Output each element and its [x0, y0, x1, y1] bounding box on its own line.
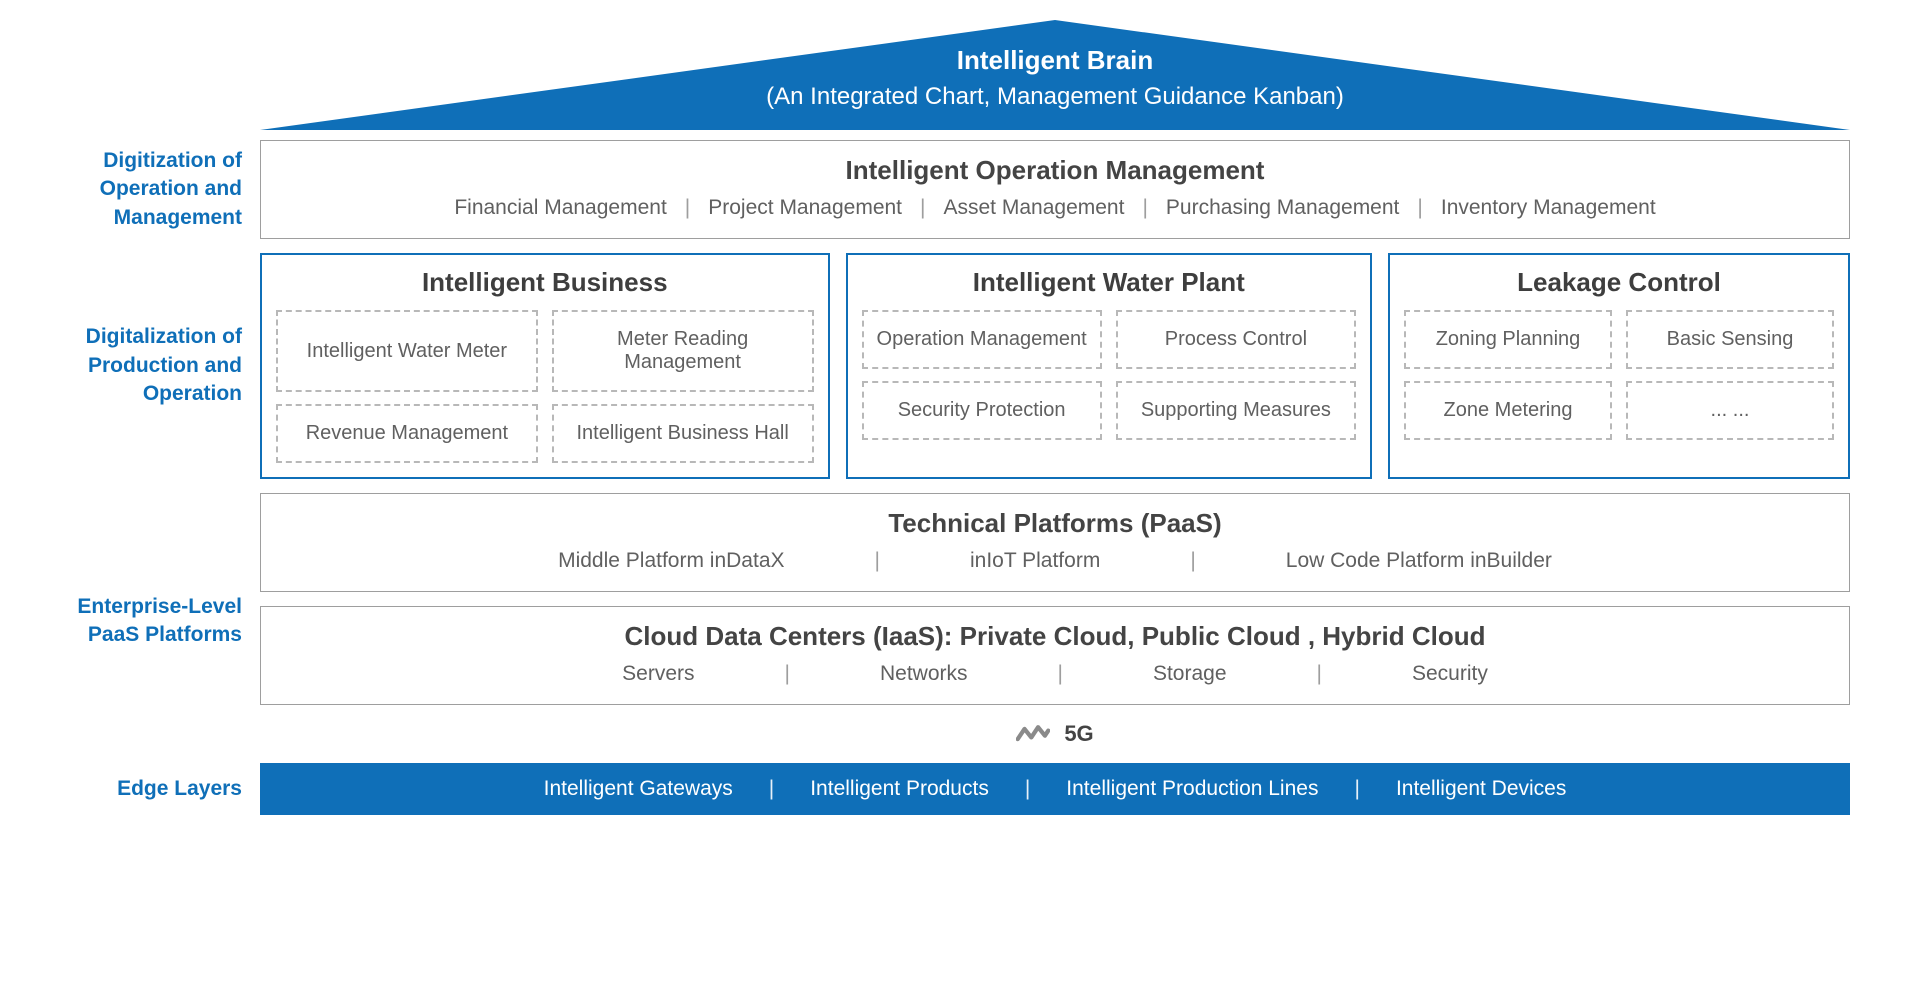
dashed-cell: Meter Reading Management: [552, 310, 814, 392]
dashed-cell: Zoning Planning: [1404, 310, 1612, 369]
separator: |: [695, 662, 880, 686]
separator: |: [968, 662, 1153, 686]
layer-0-content: Intelligent Operation Management Financi…: [260, 140, 1850, 239]
roof-triangle: Intelligent Brain (An Integrated Chart, …: [260, 20, 1850, 130]
dashed-cell: Zone Metering: [1404, 381, 1612, 440]
separator: |: [667, 196, 708, 220]
roof-subtitle: (An Integrated Chart, Management Guidanc…: [260, 80, 1850, 115]
layer-1-label: Digitalization of Production and Operati…: [50, 253, 260, 479]
edge-item: Intelligent Production Lines: [1066, 777, 1318, 801]
diagram-container: Intelligent Brain (An Integrated Chart, …: [50, 20, 1850, 815]
panel-paas: Technical Platforms (PaaS) Middle Platfo…: [260, 493, 1850, 592]
panel-item: Inventory Management: [1441, 196, 1656, 220]
edge-bar: Intelligent Gateways|Intelligent Product…: [260, 763, 1850, 815]
panel-item: inIoT Platform: [970, 549, 1100, 573]
panel-leakage-control: Leakage Control Zoning PlanningBasic Sen…: [1388, 253, 1850, 479]
dashed-cell: Intelligent Water Meter: [276, 310, 538, 392]
panel-intelligent-business: Intelligent Business Intelligent Water M…: [260, 253, 830, 479]
dashed-cell: Revenue Management: [276, 404, 538, 463]
layer-3-row: Edge Layers Intelligent Gateways|Intelli…: [50, 763, 1850, 815]
separator: |: [733, 777, 810, 801]
cell-grid: Operation ManagementProcess ControlSecur…: [862, 310, 1357, 440]
panel-operation-management: Intelligent Operation Management Financi…: [260, 140, 1850, 239]
separator: |: [1318, 777, 1395, 801]
dashed-cell: Supporting Measures: [1116, 381, 1356, 440]
layer-0-label: Digitization of Operation and Management: [50, 140, 260, 239]
separator: |: [902, 196, 943, 220]
edge-item: Intelligent Products: [810, 777, 989, 801]
layer-1-row: Digitalization of Production and Operati…: [50, 253, 1850, 479]
separator: |: [1100, 549, 1285, 573]
dashed-cell: Security Protection: [862, 381, 1102, 440]
dashed-cell: Intelligent Business Hall: [552, 404, 814, 463]
roof-text-block: Intelligent Brain (An Integrated Chart, …: [260, 42, 1850, 114]
panel-item: Purchasing Management: [1166, 196, 1399, 220]
panel-item: Servers: [622, 662, 694, 686]
layer-3-content: Intelligent Gateways|Intelligent Product…: [260, 763, 1850, 815]
panel-intelligent-water-plant: Intelligent Water Plant Operation Manage…: [846, 253, 1373, 479]
separator: |: [989, 777, 1066, 801]
separator: |: [1227, 662, 1412, 686]
panel-items: Servers|Networks|Storage|Security: [281, 662, 1829, 686]
separator: |: [785, 549, 970, 573]
separator: |: [1124, 196, 1165, 220]
cell-grid: Zoning PlanningBasic SensingZone Meterin…: [1404, 310, 1834, 440]
roof-row: Intelligent Brain (An Integrated Chart, …: [50, 20, 1850, 130]
layer-0-row: Digitization of Operation and Management…: [50, 140, 1850, 239]
panel-title: Intelligent Business: [276, 267, 814, 298]
panel-item: Security: [1412, 662, 1488, 686]
panel-title: Intelligent Operation Management: [281, 155, 1829, 186]
dashed-cell: ... ...: [1626, 381, 1834, 440]
separator: |: [1399, 196, 1440, 220]
panel-item: Project Management: [708, 196, 902, 220]
edge-item: Intelligent Gateways: [544, 777, 733, 801]
panel-item: Middle Platform inDataX: [558, 549, 784, 573]
roof-side-spacer: [50, 20, 260, 130]
three-column-wrap: Intelligent Business Intelligent Water M…: [260, 253, 1850, 479]
panel-title: Leakage Control: [1404, 267, 1834, 298]
panel-items: Financial Management|Project Management|…: [281, 196, 1829, 220]
dashed-cell: Operation Management: [862, 310, 1102, 369]
layer-3-label: Edge Layers: [50, 763, 260, 815]
panel-item: Asset Management: [944, 196, 1125, 220]
panel-title: Intelligent Water Plant: [862, 267, 1357, 298]
cell-grid: Intelligent Water MeterMeter Reading Man…: [276, 310, 814, 463]
layer-2-label: Enterprise-Level PaaS Platforms: [50, 493, 260, 749]
dashed-cell: Basic Sensing: [1626, 310, 1834, 369]
panel-item: Storage: [1153, 662, 1227, 686]
dashed-cell: Process Control: [1116, 310, 1356, 369]
panel-item: Low Code Platform inBuilder: [1286, 549, 1552, 573]
panel-item: Networks: [880, 662, 968, 686]
fiveg-row: 5G: [260, 719, 1850, 749]
layer-2-row: Enterprise-Level PaaS Platforms Technica…: [50, 493, 1850, 749]
signal-wave-icon: [1016, 722, 1050, 746]
roof-content: Intelligent Brain (An Integrated Chart, …: [260, 20, 1850, 130]
panel-title: Technical Platforms (PaaS): [281, 508, 1829, 539]
edge-item: Intelligent Devices: [1396, 777, 1566, 801]
panel-iaas: Cloud Data Centers (IaaS): Private Cloud…: [260, 606, 1850, 705]
panel-title: Cloud Data Centers (IaaS): Private Cloud…: [281, 621, 1829, 652]
panel-items: Middle Platform inDataX|inIoT Platform|L…: [281, 549, 1829, 573]
fiveg-label: 5G: [1064, 721, 1093, 747]
panel-item: Financial Management: [454, 196, 666, 220]
layer-1-content: Intelligent Business Intelligent Water M…: [260, 253, 1850, 479]
roof-title: Intelligent Brain: [260, 42, 1850, 80]
layer-2-content: Technical Platforms (PaaS) Middle Platfo…: [260, 493, 1850, 749]
